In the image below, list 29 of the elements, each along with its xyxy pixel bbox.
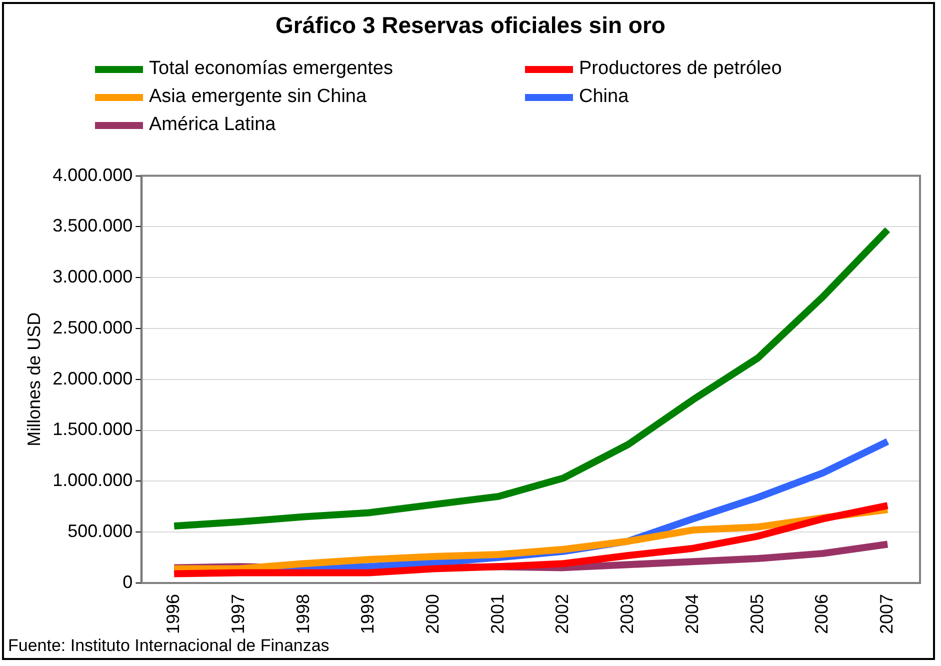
y-tick-label: 4.000.000 [52,164,133,185]
source-note: Fuente: Instituto Internacional de Finanzas [8,636,330,656]
y-tick-label: 1.000.000 [52,470,133,490]
x-tick-label: 2002 [552,594,572,634]
legend-label: Productores de petróleo [579,58,782,80]
x-tick-label: 2004 [682,594,702,634]
x-tick-label: 1998 [292,594,313,634]
y-tick-label: 3.000.000 [52,266,133,287]
y-tick-label: 0 [122,572,133,592]
y-tick-label: 3.500.000 [52,216,133,236]
x-tick-label: 1997 [228,594,248,634]
x-tick-label: 2003 [617,594,638,634]
x-tick-label: 2007 [876,594,897,634]
x-tick-label: 1999 [358,594,378,634]
y-tick-label: 500.000 [68,521,133,542]
x-tick-label: 2000 [422,594,443,634]
x-tick-label: 2005 [746,594,767,634]
chart-title: Gráfico 3 Reservas oficiales sin oro [274,12,666,39]
x-tick-label: 2006 [812,594,832,634]
legend-label: Asia emergente sin China [149,86,367,108]
x-tick-label: 2001 [487,594,508,634]
y-tick-label: 1.500.000 [52,419,133,440]
y-axis-title: Millones de USD [24,312,44,446]
legend-label: China [579,86,629,108]
x-tick-label: 1996 [163,594,184,634]
legend-label: Total economías emergentes [149,58,393,80]
y-tick-label: 2.000.000 [52,368,133,388]
y-tick-label: 2.500.000 [52,317,133,338]
legend-label: América Latina [149,114,276,136]
